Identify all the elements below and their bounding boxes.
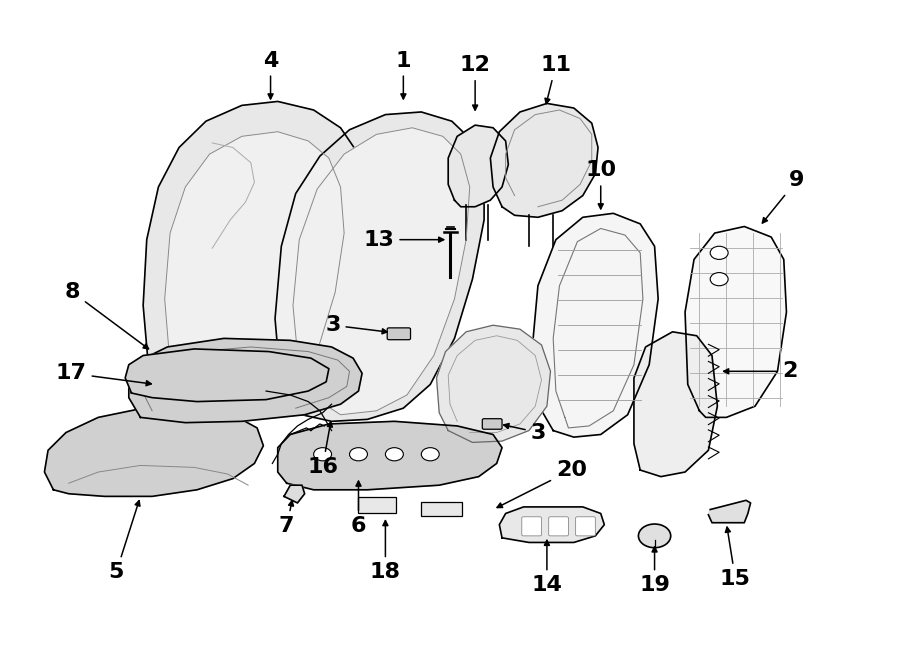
Text: 19: 19	[639, 547, 670, 596]
FancyBboxPatch shape	[522, 517, 542, 536]
Polygon shape	[533, 214, 658, 437]
Text: 3: 3	[504, 422, 546, 442]
FancyBboxPatch shape	[387, 328, 410, 340]
Polygon shape	[554, 229, 643, 428]
Polygon shape	[129, 338, 362, 422]
Circle shape	[313, 447, 331, 461]
FancyBboxPatch shape	[482, 418, 502, 429]
Text: 12: 12	[460, 55, 491, 110]
Text: 16: 16	[307, 422, 338, 477]
Text: 6: 6	[351, 481, 366, 536]
Text: 17: 17	[56, 364, 151, 386]
Text: 9: 9	[762, 171, 805, 223]
Circle shape	[349, 447, 367, 461]
FancyBboxPatch shape	[358, 497, 396, 514]
Polygon shape	[284, 485, 304, 503]
Circle shape	[710, 247, 728, 259]
Text: 13: 13	[364, 229, 444, 250]
Text: 15: 15	[720, 527, 751, 589]
Text: 11: 11	[540, 55, 572, 104]
Polygon shape	[491, 103, 598, 217]
Text: 1: 1	[396, 50, 411, 99]
Circle shape	[385, 447, 403, 461]
Text: 20: 20	[497, 460, 587, 508]
Circle shape	[421, 447, 439, 461]
FancyBboxPatch shape	[549, 517, 569, 536]
Circle shape	[638, 524, 670, 548]
Polygon shape	[500, 507, 604, 543]
Text: 18: 18	[370, 521, 400, 582]
Text: 7: 7	[279, 501, 294, 536]
Polygon shape	[143, 101, 367, 414]
FancyBboxPatch shape	[421, 502, 462, 516]
Text: 3: 3	[325, 315, 387, 335]
Polygon shape	[125, 349, 328, 402]
Polygon shape	[44, 408, 264, 496]
Text: 8: 8	[65, 282, 148, 349]
Polygon shape	[634, 332, 717, 477]
Polygon shape	[278, 421, 502, 490]
Polygon shape	[436, 325, 551, 442]
Polygon shape	[448, 125, 508, 207]
Text: 14: 14	[532, 540, 562, 596]
Polygon shape	[708, 500, 751, 523]
Text: 2: 2	[724, 362, 797, 381]
Polygon shape	[685, 227, 787, 417]
Polygon shape	[275, 112, 484, 421]
Text: 10: 10	[585, 161, 616, 209]
Text: 5: 5	[109, 500, 140, 582]
Text: 4: 4	[263, 50, 278, 99]
Polygon shape	[293, 128, 470, 414]
FancyBboxPatch shape	[576, 517, 596, 536]
Polygon shape	[165, 132, 344, 400]
Circle shape	[710, 272, 728, 286]
